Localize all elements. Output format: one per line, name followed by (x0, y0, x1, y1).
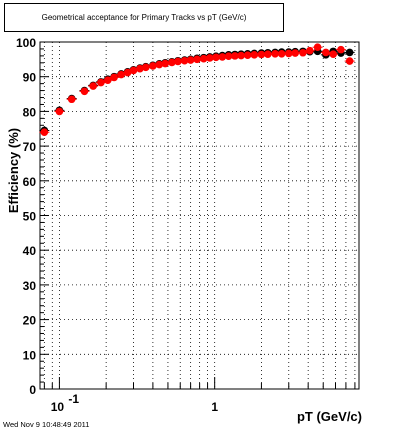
data-point (345, 57, 354, 65)
y-tick-label: 0 (29, 383, 36, 397)
data-point (250, 51, 259, 59)
data-point (199, 54, 208, 63)
data-point (174, 57, 182, 66)
x-tick-label: 10 (51, 400, 65, 414)
data-point (284, 49, 293, 58)
x-tick-label: 1 (211, 400, 218, 414)
data-point (180, 56, 189, 65)
data-point (141, 63, 150, 72)
axis-ticks (40, 41, 356, 390)
y-tick-label: 40 (23, 244, 37, 258)
data-point (55, 107, 64, 116)
data-point (243, 51, 252, 59)
data-point (117, 70, 125, 79)
data-point (129, 66, 138, 75)
y-tick-label: 30 (23, 279, 37, 293)
y-tick-label: 70 (23, 140, 37, 154)
data-point (337, 45, 345, 54)
data-point (40, 128, 49, 137)
data-point (237, 51, 245, 60)
y-tick-label: 60 (23, 175, 37, 189)
data-point (299, 48, 307, 57)
y-tick-label: 50 (23, 210, 37, 224)
data-point (277, 49, 286, 58)
data-point (136, 64, 144, 73)
y-tick-label: 90 (23, 71, 37, 85)
data-point (97, 78, 105, 87)
y-tick-label: 10 (23, 348, 37, 362)
timestamp: Wed Nov 9 10:48:49 2011 (3, 420, 90, 429)
data-point (205, 54, 214, 62)
data-point (291, 49, 299, 57)
data-point (168, 58, 176, 67)
data-point (212, 53, 220, 62)
data-point (104, 76, 112, 84)
x-tick-label-exponent: -1 (68, 392, 79, 406)
series-2 (39, 43, 355, 137)
data-point (257, 50, 266, 59)
data-point (231, 52, 239, 60)
x-axis-label: pT (GeV/c) (297, 409, 362, 424)
grid-lines (40, 42, 359, 389)
data-point (149, 62, 157, 70)
data-point (89, 82, 97, 90)
y-tick-label: 80 (23, 105, 37, 119)
data-point (306, 46, 314, 55)
data-point (110, 73, 118, 82)
data-point (264, 50, 272, 58)
data-point (271, 49, 279, 58)
data-point (155, 60, 164, 69)
y-tick-label: 20 (23, 314, 37, 328)
data-points (39, 43, 355, 137)
data-point (186, 56, 195, 64)
data-point (322, 48, 330, 57)
data-point (161, 59, 169, 68)
data-point (193, 55, 201, 64)
y-tick-label: 100 (16, 36, 36, 50)
data-point (218, 53, 227, 61)
chart-title-box: Geometrical acceptance for Primary Track… (4, 3, 284, 32)
data-point (313, 43, 322, 52)
data-point (67, 95, 76, 104)
chart-title: Geometrical acceptance for Primary Track… (41, 13, 247, 22)
data-point (345, 48, 354, 57)
data-point (224, 52, 233, 61)
data-point (329, 50, 338, 58)
data-point (80, 87, 89, 96)
y-axis-label: Efficiency (%) (6, 128, 21, 213)
